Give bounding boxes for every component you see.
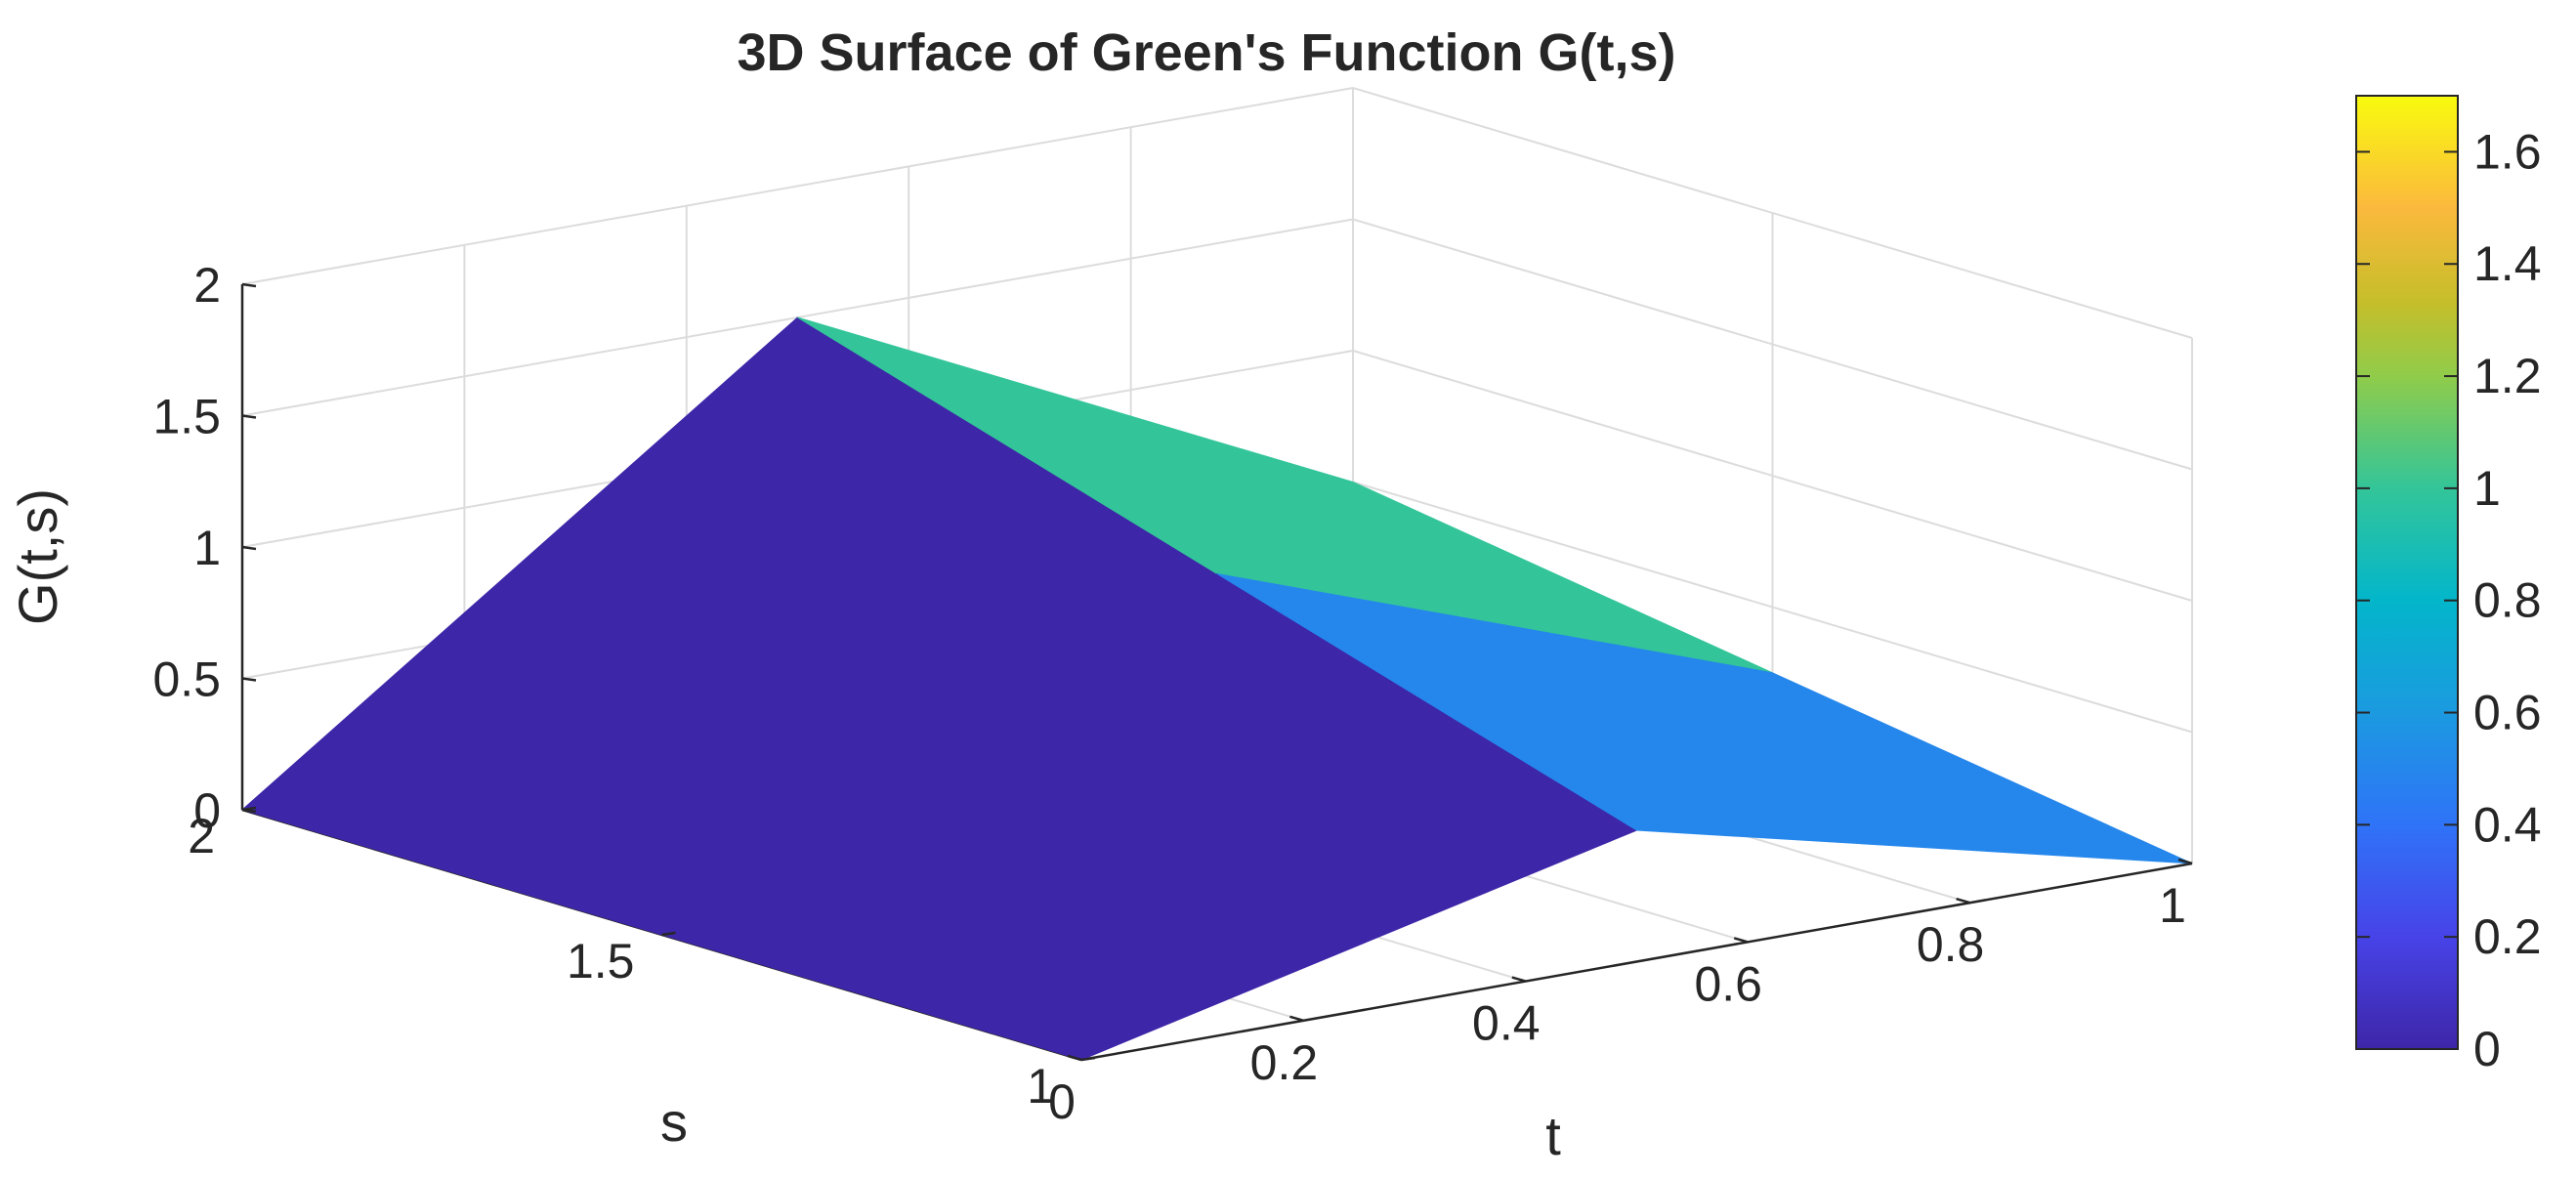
colorbar: 0 0.2 0.4 0.6 0.8 1 1.2 1.4 1.6 xyxy=(2355,95,2542,1076)
colorbar-tick-label: 0.6 xyxy=(2473,686,2542,740)
colorbar-tick-label: 0.8 xyxy=(2473,573,2542,628)
g-tick-label: 0 xyxy=(193,783,221,838)
colorbar-tick-label: 0 xyxy=(2473,1022,2501,1076)
t-tick-label: 0.6 xyxy=(1694,956,1762,1011)
grid-line xyxy=(1352,481,2193,734)
t-tick-label: 0.4 xyxy=(1472,996,1541,1051)
y-axis-label: s xyxy=(660,1091,688,1153)
grid-line xyxy=(1352,350,2193,602)
chart-title: 3D Surface of Green's Function G(t,s) xyxy=(738,23,1676,82)
t-axis-line xyxy=(1080,862,2193,1062)
t-tick-label: 0.8 xyxy=(1917,917,1985,972)
t-tick-label: 0 xyxy=(1048,1074,1076,1129)
g-tick-mark xyxy=(241,808,257,814)
grid-line xyxy=(1352,87,2193,339)
x-axis-label: t xyxy=(1545,1105,1561,1166)
s-tick-mark xyxy=(1080,1056,1096,1062)
grid-line xyxy=(241,87,1354,285)
colorbar-tick-label: 1 xyxy=(2473,461,2501,516)
g-tick-mark xyxy=(241,414,257,419)
colorbar-tick-label: 1.4 xyxy=(2473,236,2542,291)
colorbar-tick-label: 1.6 xyxy=(2473,124,2542,179)
t-tick-mark xyxy=(1511,976,1527,983)
g-tick-label: 2 xyxy=(193,258,221,313)
grid-line xyxy=(1352,218,2193,471)
colorbar-ticks: 0 0.2 0.4 0.6 0.8 1 1.2 1.4 1.6 xyxy=(2356,124,2542,1076)
colorbar-tick-label: 1.2 xyxy=(2473,349,2542,403)
colorbar-tick-label: 0.4 xyxy=(2473,797,2542,852)
t-tick-mark xyxy=(1289,1015,1304,1023)
s-tick-label: 2 xyxy=(188,809,215,863)
g-tick-label: 1 xyxy=(193,521,221,575)
t-tick-mark xyxy=(1733,937,1749,944)
s-tick-label: 1.5 xyxy=(567,934,635,989)
g-tick-mark xyxy=(241,282,257,288)
t-tick-label: 1 xyxy=(2159,878,2186,933)
surface-patch xyxy=(1216,573,2193,864)
g-tick-mark xyxy=(241,677,257,682)
t-tick-mark xyxy=(1956,897,1970,905)
surface xyxy=(240,316,2193,1061)
z-axis-label: G(t,s) xyxy=(7,488,68,625)
s-tick-label: 1 xyxy=(1027,1059,1054,1114)
colorbar-tick-label: 0.2 xyxy=(2473,909,2542,964)
t-tick-label: 0.2 xyxy=(1250,1035,1319,1090)
g-tick-mark xyxy=(241,545,257,551)
t-tick-mark xyxy=(2177,858,2193,865)
g-tick-label: 1.5 xyxy=(152,390,221,444)
g-tick-label: 0.5 xyxy=(152,652,221,707)
t-tick-mark xyxy=(1067,1054,1082,1062)
colorbar-scale xyxy=(2355,95,2459,1050)
s-tick-mark xyxy=(661,931,676,937)
